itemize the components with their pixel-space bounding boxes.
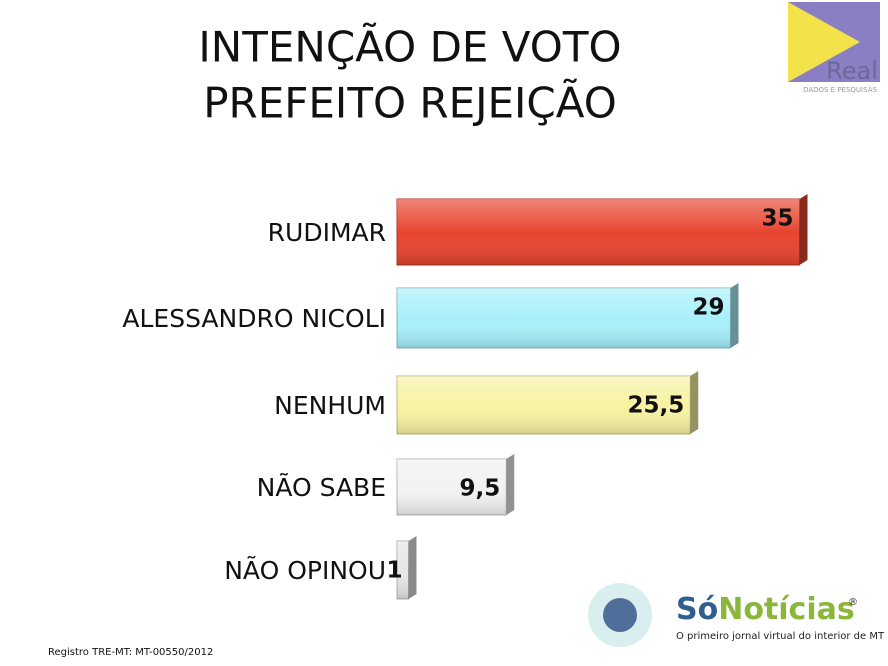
value-label: 9,5 (460, 476, 501, 502)
value-label: 1 (386, 558, 402, 584)
logo-tagline: DADOS E PESQUISAS (803, 86, 877, 94)
footnote: Registro TRE-MT: MT-00550/2012 (48, 647, 213, 658)
bar-side (408, 536, 417, 599)
logo-text: SóNotícias (676, 592, 855, 627)
logo-mark: ® (848, 597, 858, 608)
value-label: 35 (761, 206, 793, 232)
logo-text: Notícias (718, 592, 855, 627)
logo-shape (603, 598, 637, 632)
category-label: NENHUM (274, 391, 386, 420)
logo-text: Só (676, 592, 718, 627)
chart-title: PREFEITO REJEIÇÃO (203, 78, 617, 128)
bar-side (506, 454, 515, 515)
value-label: 29 (692, 295, 724, 321)
logo-tagline: O primeiro jornal virtual do interior de… (676, 631, 885, 642)
chart-title: INTENÇÃO DE VOTO (198, 22, 621, 72)
bar-highlight (397, 199, 800, 265)
bar-side (690, 371, 699, 434)
category-label: RUDIMAR (268, 218, 386, 247)
logo-sonoticias: SóNotícias ® O primeiro jornal virtual d… (588, 583, 885, 647)
value-label: 25,5 (628, 393, 685, 419)
logo-real: Real DADOS E PESQUISAS (788, 2, 880, 94)
bar-highlight (397, 541, 409, 599)
logo-text: Real (826, 57, 878, 85)
bar-highlight (397, 288, 731, 348)
bar-highlight (397, 459, 507, 515)
category-label: ALESSANDRO NICOLI (122, 304, 386, 333)
bar-side (730, 283, 739, 348)
category-label: NÃO SABE (257, 472, 386, 502)
logo-shape (788, 2, 860, 82)
category-label: NÃO OPINOU (224, 555, 386, 585)
bar-side (799, 194, 808, 265)
bar-highlight (397, 376, 691, 434)
